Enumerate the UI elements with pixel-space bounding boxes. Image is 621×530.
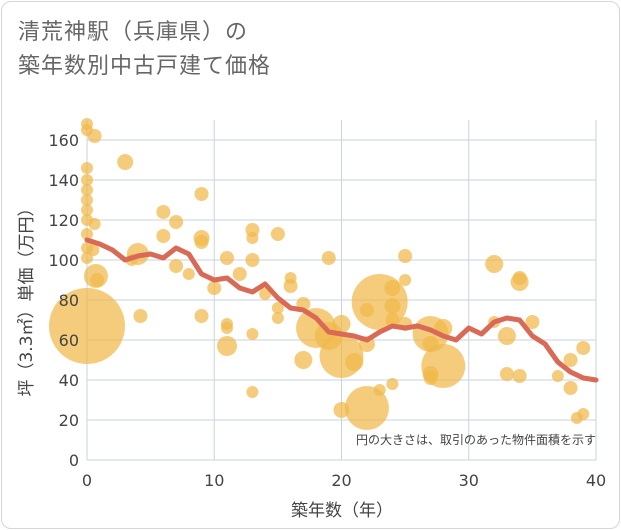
y-tick-label: 40 [59,371,79,390]
bubble-point [283,279,298,293]
y-tick-label: 60 [59,331,79,350]
bubble-point [386,378,399,390]
bubble-point [332,315,351,333]
trend-line [84,237,599,383]
chart-title: 清荒神駅（兵庫県）の 築年数別中古戸建て価格 [18,16,271,84]
bubble-point [321,251,336,265]
x-tick-label: 0 [82,471,92,490]
bubble-point [49,288,125,364]
bubble-point [576,341,591,355]
bubble-point [385,313,400,327]
bubble-point [499,367,514,381]
bubble-point [398,249,413,263]
x-tick-label: 20 [331,471,351,490]
bubble-point [81,162,93,174]
bubble-point [81,228,93,240]
y-tick-label: 80 [59,291,79,310]
bubble-point [182,268,195,280]
y-tick-label: 20 [59,411,79,430]
bubble-point [194,235,209,249]
bubble-point [373,384,386,396]
y-tick-label: 120 [48,211,79,230]
bubble-point [87,129,102,143]
x-axis-label: 築年数（年） [291,501,393,521]
bubble-point [246,386,259,398]
bubble-point [525,315,540,329]
bubble-point [216,336,237,356]
bubble-point [384,298,401,314]
chart-title-line2: 築年数別中古戸建て価格 [18,54,272,79]
bubble-point [88,218,101,230]
bubble-point [399,274,412,286]
y-tick-label: 160 [48,131,79,150]
bubble-point [294,351,313,369]
bubble-point [563,353,578,367]
bubble-point [117,154,134,170]
bubble-point [220,322,233,334]
x-tick-label: 40 [586,471,606,490]
bubble-point [207,281,222,295]
bubble-point [81,252,93,264]
y-tick-label: 100 [48,251,79,270]
bubble-point [485,255,504,273]
bubble-point [87,244,100,256]
bubble-point [81,204,93,216]
x-tick-label: 30 [459,471,479,490]
bubble-point [246,328,259,340]
bubble-point [271,312,284,324]
bubble-point [271,302,284,314]
bubble-point [577,408,590,420]
y-axis-label: 坪（3.3㎡）単価（万円） [17,199,37,396]
bubble-point [81,194,93,206]
y-tick-label: 140 [48,171,79,190]
y-tick-label: 0 [69,451,79,470]
bubble-point [563,381,578,395]
bubble-point [345,353,364,371]
bubble-point [510,273,529,291]
bubble-point [246,232,259,244]
size-note: 円の大きさは、取引のあった物件面積を示す [356,432,596,447]
bubble-point [232,267,247,281]
bubble-point [194,309,209,323]
x-tick-label: 10 [204,471,224,490]
bubble-series [49,118,591,430]
bubble-point [497,327,516,345]
bubble-point [156,229,171,243]
bubble-point [219,251,234,265]
chart-title-line1: 清荒神駅（兵庫県）の [18,20,249,45]
bubble-point [156,205,171,219]
bubble-point [512,369,527,383]
bubble-point [384,280,401,296]
bubble-point [81,174,93,186]
bubble-point [90,273,105,287]
bubble-point [245,253,260,267]
bubble-point [344,386,389,430]
bubble-point [551,370,564,382]
bubble-point [421,344,466,388]
axis-ticks: 0 20 40 60 80 100 120 140 160 0 10 20 30 40 [48,131,606,490]
bubble-point [81,184,93,196]
bubble-point [169,259,184,273]
bubble-point [133,309,148,323]
bubble-point [270,227,285,241]
bubble-point [194,187,209,201]
bubble-point [169,215,184,229]
